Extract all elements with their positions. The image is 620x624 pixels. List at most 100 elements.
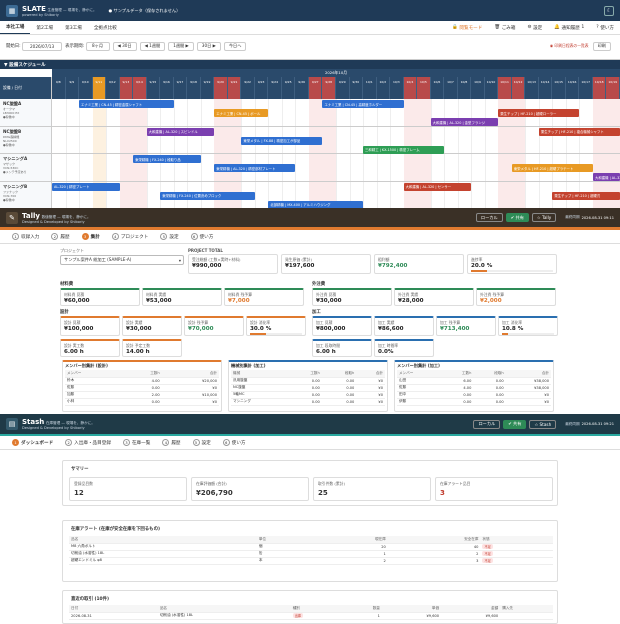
outsource-card[interactable]: 外注費 実績 ¥28,000 xyxy=(394,288,474,306)
day-header[interactable]: 9/28 xyxy=(322,77,336,99)
day-line[interactable] xyxy=(484,181,486,208)
stat-value[interactable]: ¥197,600 xyxy=(285,263,315,269)
step-number-icon[interactable]: 5 xyxy=(160,233,168,240)
gantt-bar[interactable]: 大和建機 | AL-320 | スピンドル xyxy=(146,127,215,136)
step-number-icon[interactable]: 4 xyxy=(111,233,119,240)
day-line[interactable] xyxy=(349,181,351,208)
day-line[interactable] xyxy=(146,154,148,181)
process-card[interactable]: 加工 実績 ¥86,600 xyxy=(374,316,434,336)
day-line[interactable] xyxy=(538,181,540,208)
day-line[interactable] xyxy=(471,126,473,153)
day-line[interactable] xyxy=(336,126,337,153)
day-line[interactable] xyxy=(336,99,337,126)
stat-value[interactable]: ¥990,000 xyxy=(192,263,222,269)
stat-value[interactable]: ¥713,400 xyxy=(440,326,470,332)
stat-value[interactable]: 14.00 h xyxy=(126,349,150,355)
step-number-icon[interactable]: 1 xyxy=(12,233,19,240)
day-header[interactable]: 10/9 xyxy=(471,77,485,99)
day-line[interactable] xyxy=(376,181,378,208)
day-line[interactable] xyxy=(200,154,202,181)
table-header[interactable]: 安全在庫 xyxy=(387,536,481,544)
table-cell[interactable]: 超硬エンドミル φ8 xyxy=(69,557,257,565)
day-header[interactable]: 10/12 xyxy=(511,77,526,99)
day-line[interactable] xyxy=(79,181,81,208)
table-row[interactable]: 佐藤 4.00 0.00 ¥38,000 xyxy=(397,384,551,392)
day-line[interactable] xyxy=(579,126,581,153)
day-line[interactable] xyxy=(390,154,392,181)
machine-info[interactable]: VCN-530C xyxy=(3,166,19,170)
day-line[interactable] xyxy=(363,181,365,208)
table-header[interactable]: 日付 xyxy=(69,605,158,613)
day-line[interactable] xyxy=(146,181,148,208)
table-cell[interactable]: ¥9,600 xyxy=(381,612,442,620)
day-header[interactable]: 9/14 xyxy=(133,77,147,99)
day-header[interactable]: 10/14 xyxy=(538,77,553,99)
status-badge[interactable]: 不足 xyxy=(482,558,493,563)
gantt-bar[interactable]: 大和建機 | AL-320 | センサー xyxy=(403,182,472,191)
summary-stat-value[interactable]: 3 xyxy=(440,489,445,497)
machine-info[interactable]: ●稼働中 xyxy=(3,115,15,119)
today-button[interactable]: 今日へ xyxy=(223,41,247,51)
machine-info[interactable]: DMG森精機 xyxy=(3,134,20,139)
table-cell[interactable]: 40 xyxy=(387,543,481,551)
summary-table-title[interactable]: メンバー別集計 (設計) xyxy=(65,363,108,368)
summary-table[interactable]: メンバー 工数h 合計 鈴木 4.00 ¥20,000 佐藤 0.00 ¥0 加藤 2.00 ¥10,… xyxy=(65,370,219,406)
day-header[interactable]: 9/18 xyxy=(187,77,201,99)
step-3[interactable]: 3 集計 xyxy=(81,233,100,240)
day-header[interactable]: 10/3 xyxy=(390,77,404,99)
table-row[interactable]: 小林 0.00 ¥0 xyxy=(65,398,219,406)
table-cell[interactable]: 1 xyxy=(313,550,388,558)
table-cell[interactable]: ¥0 xyxy=(356,398,385,406)
stat-value[interactable]: 6.00 h xyxy=(64,349,84,355)
stat-value[interactable]: ¥53,000 xyxy=(146,298,172,304)
gantt-bar[interactable]: 東栄メタル | HF-210 | 超硬プラテート xyxy=(511,164,593,172)
summary-stat-label[interactable]: 登録品目数 xyxy=(74,481,93,486)
step-label[interactable]: 履歴 xyxy=(60,234,70,240)
day-header[interactable]: 9/11 xyxy=(92,77,107,99)
day-header[interactable]: 10/7 xyxy=(444,77,458,99)
tab-factory3[interactable]: 第3工場 xyxy=(65,25,82,31)
day-line[interactable] xyxy=(281,181,283,208)
stat-label[interactable]: 材料費 残予算 xyxy=(228,292,252,297)
step-5[interactable]: 5 設定 xyxy=(192,439,211,446)
table-cell[interactable]: ¥0 xyxy=(505,398,551,406)
day-line[interactable] xyxy=(160,126,162,153)
back-30-button[interactable]: ◀ 30日 xyxy=(112,41,137,51)
table-cell[interactable]: 鈴木 xyxy=(65,377,121,385)
table-header[interactable]: メンバー xyxy=(65,370,121,378)
stash-local-button[interactable]: ローカル xyxy=(473,419,501,429)
step-6[interactable]: 6 使い方 xyxy=(222,439,246,446)
gantt-bar[interactable]: 栗生チップ | HF-210 | 超硬ローラー xyxy=(498,109,580,117)
day-line[interactable] xyxy=(579,99,581,126)
table-cell[interactable]: 5軸MC xyxy=(231,391,288,399)
table-cell[interactable]: 田中 xyxy=(397,391,442,399)
stat-value[interactable]: ¥30,000 xyxy=(316,298,342,304)
step-label[interactable]: 入出庫・品目登録 xyxy=(74,440,111,446)
tally-share-button[interactable]: ✔ 共有 xyxy=(505,213,529,222)
day-header[interactable]: 9/29 xyxy=(336,77,350,99)
day-shade[interactable] xyxy=(511,181,526,208)
day-header[interactable]: 10/6 xyxy=(430,77,445,99)
progress-fill[interactable] xyxy=(250,333,266,335)
tab-compare[interactable]: 全拠点比較 xyxy=(93,25,117,31)
day-header[interactable]: 9/25 xyxy=(281,77,296,99)
stat-label[interactable]: 外注費 残予算 xyxy=(480,292,504,297)
material-card[interactable]: 材料費 残予算 ¥7,000 xyxy=(224,288,304,306)
day-header[interactable]: 10/15 xyxy=(552,77,566,99)
step-number-icon[interactable]: 3 xyxy=(122,439,130,446)
day-header[interactable]: 9/23 xyxy=(254,77,269,99)
gantt-bar[interactable]: 東栄メタル | FX-88 | 精密加工が部品 xyxy=(241,136,323,145)
stat-value[interactable]: 10.8 % xyxy=(502,326,524,332)
step-number-icon[interactable]: 2 xyxy=(51,233,59,240)
table-cell[interactable]: 佐藤 xyxy=(397,384,442,392)
table-row[interactable]: 汎用旋盤 0.00 0.00 ¥0 xyxy=(231,377,385,385)
day-line[interactable] xyxy=(363,154,365,181)
stat-label[interactable]: 材料費 見積 xyxy=(64,292,85,297)
day-line[interactable] xyxy=(160,154,162,181)
table-header[interactable]: 数量 xyxy=(341,605,382,613)
day-shade[interactable] xyxy=(92,154,107,181)
table-cell[interactable]: 3 xyxy=(387,557,481,565)
step-3[interactable]: 3 在庫一覧 xyxy=(122,439,150,446)
table-row[interactable]: NC旋盤 0.00 0.00 ¥0 xyxy=(231,384,385,392)
day-line[interactable] xyxy=(106,154,108,181)
